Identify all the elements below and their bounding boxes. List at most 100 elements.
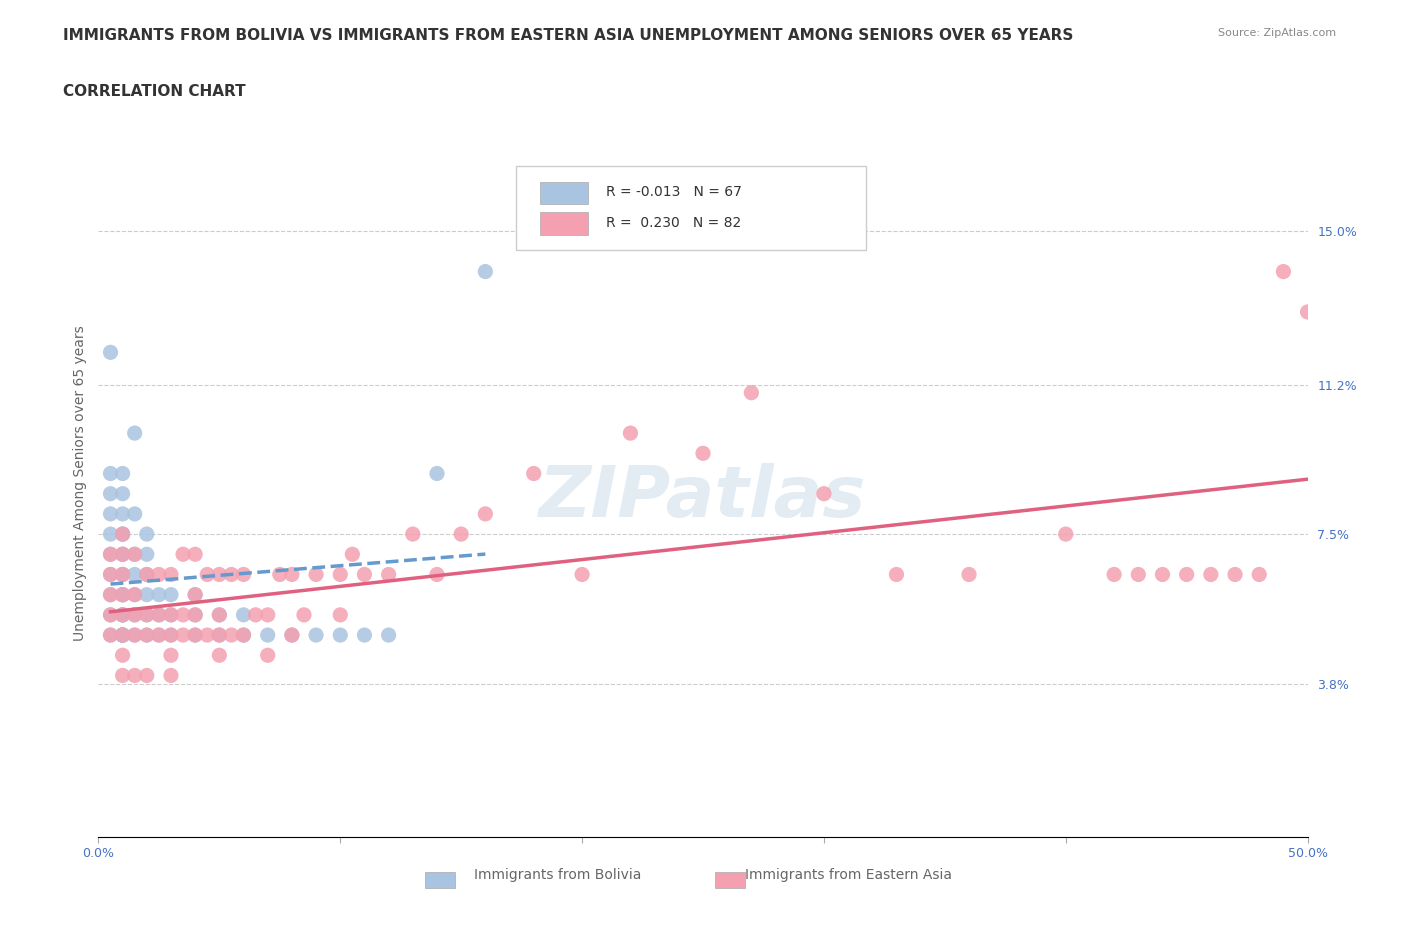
- Point: [160, 668, 183, 683]
- Point: [329, 607, 352, 622]
- Point: [256, 648, 278, 663]
- Point: [100, 628, 122, 643]
- Point: [184, 607, 207, 622]
- Point: [195, 628, 218, 643]
- Text: Immigrants from Eastern Asia: Immigrants from Eastern Asia: [745, 869, 952, 883]
- Point: [100, 547, 122, 562]
- Point: [111, 466, 134, 481]
- Point: [124, 426, 146, 441]
- Point: [111, 628, 134, 643]
- Point: [269, 567, 291, 582]
- Point: [160, 587, 183, 602]
- Point: [148, 587, 170, 602]
- Point: [100, 607, 122, 622]
- Point: [305, 567, 328, 582]
- Point: [124, 607, 146, 622]
- Point: [232, 567, 254, 582]
- Point: [111, 628, 134, 643]
- Point: [281, 628, 304, 643]
- Point: [100, 567, 122, 582]
- Point: [124, 547, 146, 562]
- Point: [160, 567, 183, 582]
- Point: [184, 547, 207, 562]
- Point: [111, 648, 134, 663]
- Point: [619, 426, 641, 441]
- Point: [292, 607, 315, 622]
- Point: [426, 567, 449, 582]
- Point: [1152, 567, 1174, 582]
- Text: CORRELATION CHART: CORRELATION CHART: [63, 84, 246, 99]
- Point: [100, 466, 122, 481]
- Point: [305, 628, 328, 643]
- Point: [111, 547, 134, 562]
- Point: [148, 628, 170, 643]
- Point: [100, 628, 122, 643]
- Text: R =  0.230   N = 82: R = 0.230 N = 82: [606, 217, 741, 231]
- Point: [1128, 567, 1150, 582]
- Point: [353, 567, 375, 582]
- Point: [813, 486, 835, 501]
- Point: [957, 567, 980, 582]
- Point: [1272, 264, 1295, 279]
- Point: [111, 628, 134, 643]
- Point: [124, 587, 146, 602]
- Point: [135, 547, 157, 562]
- Point: [256, 607, 278, 622]
- Point: [208, 628, 231, 643]
- Point: [208, 607, 231, 622]
- Point: [111, 668, 134, 683]
- Point: [124, 507, 146, 522]
- Point: [100, 345, 122, 360]
- Point: [474, 507, 496, 522]
- Point: [111, 607, 134, 622]
- Point: [172, 607, 194, 622]
- Point: [256, 628, 278, 643]
- FancyBboxPatch shape: [516, 166, 866, 250]
- Point: [184, 587, 207, 602]
- Point: [111, 587, 134, 602]
- Point: [111, 628, 134, 643]
- Point: [124, 587, 146, 602]
- Bar: [540, 181, 588, 205]
- Point: [160, 607, 183, 622]
- Y-axis label: Unemployment Among Seniors over 65 years: Unemployment Among Seniors over 65 years: [73, 326, 87, 642]
- Point: [111, 567, 134, 582]
- Point: [208, 628, 231, 643]
- Point: [100, 507, 122, 522]
- Point: [160, 607, 183, 622]
- Point: [100, 547, 122, 562]
- Point: [342, 547, 364, 562]
- Point: [245, 607, 267, 622]
- Point: [135, 567, 157, 582]
- Point: [740, 385, 762, 400]
- Text: Source: ZipAtlas.com: Source: ZipAtlas.com: [1218, 28, 1336, 38]
- Point: [111, 628, 134, 643]
- Point: [692, 445, 714, 460]
- Point: [184, 628, 207, 643]
- Point: [184, 587, 207, 602]
- Point: [1199, 567, 1222, 582]
- Text: Immigrants from Bolivia: Immigrants from Bolivia: [474, 869, 641, 883]
- Point: [111, 486, 134, 501]
- Bar: [540, 212, 588, 234]
- Text: R = -0.013   N = 67: R = -0.013 N = 67: [606, 185, 742, 199]
- Point: [353, 628, 375, 643]
- Point: [172, 547, 194, 562]
- Point: [135, 668, 157, 683]
- Point: [426, 466, 449, 481]
- Point: [474, 264, 496, 279]
- Point: [124, 628, 146, 643]
- Point: [124, 607, 146, 622]
- Point: [111, 547, 134, 562]
- Point: [111, 587, 134, 602]
- Point: [111, 587, 134, 602]
- Point: [450, 526, 472, 541]
- Point: [111, 567, 134, 582]
- Point: [100, 607, 122, 622]
- Point: [195, 567, 218, 582]
- Point: [111, 628, 134, 643]
- Point: [886, 567, 908, 582]
- Point: [1054, 526, 1077, 541]
- Point: [111, 607, 134, 622]
- Point: [135, 607, 157, 622]
